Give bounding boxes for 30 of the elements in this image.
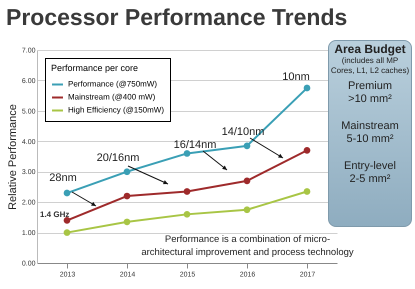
- point: [184, 150, 190, 157]
- legend-label: High Efficiency (@150mW): [68, 106, 164, 114]
- legend-title: Performance per core: [51, 63, 138, 73]
- point: [244, 142, 250, 150]
- annotation: 20/16nm: [96, 152, 140, 164]
- y-axis-title: Relative Performance: [6, 104, 19, 210]
- point: [64, 190, 70, 196]
- chart-title: Processor Performance Trends: [6, 4, 348, 31]
- text-panel: Area Budget (includes all MP Cores, L1, L2 caches) Premium >10 mm² Mainstream 5-10 mm² Entry-level 2-5 mm²: [328, 40, 412, 227]
- point: [244, 206, 250, 214]
- point: [124, 218, 130, 226]
- annotation: 1.4 GHz: [40, 210, 70, 219]
- annotation: (includes all MP Cores, L1, L2 caches): [330, 56, 410, 76]
- point: [304, 188, 310, 195]
- point: [304, 84, 310, 92]
- annotation: 16/14nm: [174, 139, 216, 151]
- legend-label: Performance (@750mW): [68, 80, 158, 88]
- legend-label: Mainstream (@400 mW): [68, 92, 156, 102]
- point: [184, 210, 190, 218]
- point: [124, 192, 130, 200]
- point: [64, 229, 70, 236]
- point: [124, 168, 130, 176]
- point: [64, 217, 70, 224]
- point: [244, 177, 250, 184]
- annotation: Area Budget: [333, 42, 407, 56]
- point: [304, 147, 310, 154]
- annotation: 10nm: [282, 71, 310, 83]
- annotation: 28nm: [49, 172, 77, 184]
- point: [184, 188, 190, 195]
- annotation: Performance is a combination of micro-architectural improvement and process technology: [140, 233, 355, 259]
